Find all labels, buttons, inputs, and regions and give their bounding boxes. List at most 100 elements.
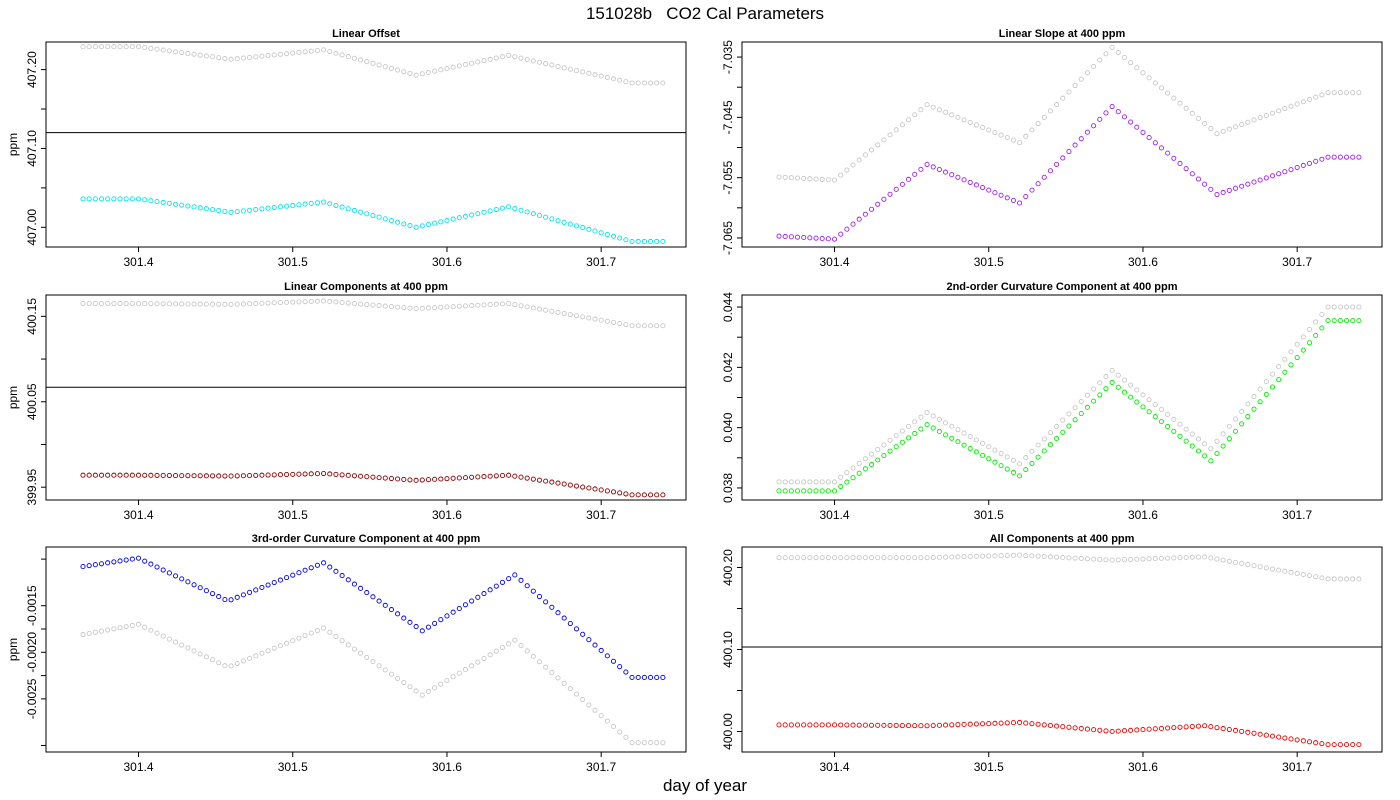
data-point: [592, 72, 598, 78]
data-point: [86, 196, 92, 202]
data-point: [906, 176, 912, 182]
data-point: [881, 196, 887, 202]
data-point: [1078, 725, 1084, 732]
data-point: [961, 177, 967, 183]
data-point: [1165, 411, 1171, 418]
x-tick-label: 301.5: [278, 508, 308, 522]
data-point: [1134, 727, 1140, 733]
data-point: [1245, 413, 1251, 420]
data-point: [573, 68, 580, 74]
data-point: [610, 658, 617, 664]
data-point: [401, 221, 407, 227]
data-point: [788, 555, 794, 561]
data-point: [530, 588, 536, 594]
series-reference: [80, 621, 666, 746]
data-point: [543, 307, 549, 313]
data-point: [425, 305, 432, 311]
chart-panel-3: Linear Components at 400 ppm ppm 301.4 301.…: [6, 281, 687, 522]
data-point: [222, 663, 228, 669]
data-point: [1128, 60, 1134, 66]
data-point: [998, 451, 1004, 457]
data-point: [129, 300, 135, 307]
data-point: [1128, 727, 1134, 733]
data-point: [166, 570, 172, 576]
data-point: [401, 476, 407, 482]
data-point: [382, 475, 388, 481]
data-point: [887, 448, 893, 454]
data-point: [1239, 560, 1245, 567]
data-point: [413, 624, 419, 630]
data-point: [290, 50, 296, 56]
data-point: [438, 304, 444, 310]
data-point: [943, 554, 949, 560]
data-point: [1208, 555, 1214, 561]
series-computed: [80, 555, 666, 681]
data-point: [1121, 728, 1128, 734]
data-point: [123, 472, 129, 478]
data-point: [376, 62, 382, 68]
data-point: [512, 302, 518, 308]
data-point: [586, 70, 592, 76]
data-point: [1121, 557, 1128, 563]
data-point: [555, 218, 561, 224]
data-point: [1146, 75, 1152, 81]
data-point: [1319, 325, 1325, 331]
data-point: [98, 628, 105, 634]
data-point: [290, 572, 296, 578]
data-point: [481, 591, 487, 597]
data-point: [1245, 401, 1251, 407]
data-point: [1313, 319, 1319, 325]
y-tick-label: -0.0020: [25, 632, 39, 673]
data-point: [1220, 189, 1226, 196]
data-point: [117, 300, 123, 307]
data-point: [166, 200, 172, 206]
data-point: [265, 300, 271, 306]
data-point: [949, 172, 955, 178]
data-point: [1023, 455, 1029, 461]
data-point: [1134, 399, 1140, 405]
data-point: [456, 215, 462, 221]
data-point: [1269, 371, 1276, 377]
data-point: [142, 301, 148, 307]
data-point: [166, 48, 172, 54]
data-point: [345, 54, 351, 60]
data-point: [1017, 719, 1023, 726]
data-point: [1313, 94, 1319, 100]
data-point: [844, 555, 850, 561]
data-point: [641, 740, 647, 746]
data-point: [949, 435, 955, 441]
data-point: [327, 629, 333, 635]
data-point: [345, 206, 351, 212]
data-point: [160, 472, 166, 479]
data-point: [543, 599, 549, 605]
data-point: [641, 492, 647, 498]
data-point: [469, 212, 475, 218]
x-tick-label: 301.7: [586, 255, 616, 269]
chart-panel-6: All Components at 400 ppm 301.4 301.5 301.6…: [721, 533, 1383, 774]
data-point: [203, 53, 209, 59]
data-point: [302, 567, 308, 573]
data-point: [1350, 90, 1356, 96]
data-point: [358, 585, 364, 591]
data-point: [1010, 552, 1016, 558]
data-point: [1035, 121, 1041, 127]
data-point: [339, 472, 345, 478]
data-point: [1282, 568, 1288, 574]
data-point: [506, 576, 512, 582]
data-point: [567, 66, 573, 72]
data-point: [856, 460, 862, 466]
data-point: [253, 653, 259, 659]
data-point: [899, 439, 905, 445]
data-point: [247, 655, 253, 661]
data-point: [992, 553, 998, 559]
data-point: [1035, 442, 1041, 448]
x-tick-label: 301.4: [124, 760, 154, 774]
data-point: [1331, 90, 1337, 96]
data-point: [1171, 416, 1177, 422]
data-point: [253, 472, 259, 478]
data-point: [191, 301, 197, 307]
data-point: [1165, 90, 1171, 96]
data-point: [862, 456, 868, 462]
data-point: [998, 463, 1004, 469]
data-point: [351, 646, 357, 652]
